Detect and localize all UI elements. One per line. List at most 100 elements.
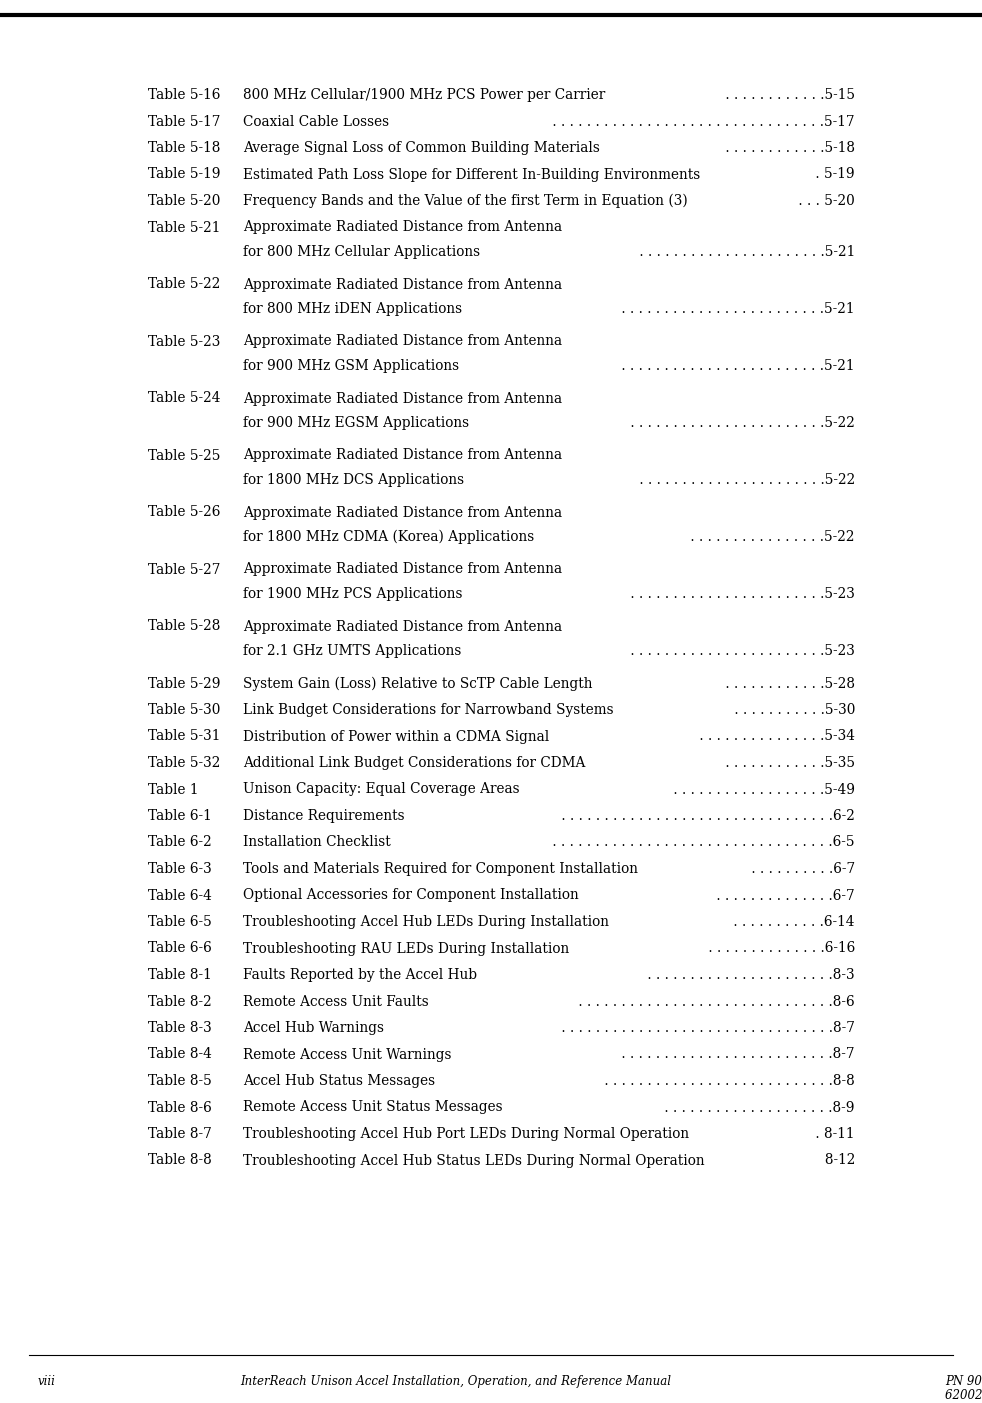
Text: Unison Capacity: Equal Coverage Areas: Unison Capacity: Equal Coverage Areas	[243, 783, 519, 797]
Text: Table 5-26: Table 5-26	[148, 505, 220, 519]
Text: . 8-11: . 8-11	[811, 1127, 855, 1141]
Text: . . . . . . . . . . . .5-18: . . . . . . . . . . . .5-18	[721, 140, 855, 154]
Text: Approximate Radiated Distance from Antenna: Approximate Radiated Distance from Anten…	[243, 449, 562, 463]
Text: Table 5-28: Table 5-28	[148, 620, 220, 634]
Text: Table 8-7: Table 8-7	[148, 1127, 212, 1141]
Text: Remote Access Unit Warnings: Remote Access Unit Warnings	[243, 1048, 452, 1062]
Text: . . . 5-20: . . . 5-20	[794, 194, 855, 208]
Text: Troubleshooting Accel Hub LEDs During Installation: Troubleshooting Accel Hub LEDs During In…	[243, 915, 609, 929]
Text: . . . . . . . . . . . . . . . . . . . . . . .5-23: . . . . . . . . . . . . . . . . . . . . …	[627, 586, 855, 600]
Text: Distance Requirements: Distance Requirements	[243, 810, 405, 824]
Text: Tools and Materials Required for Component Installation: Tools and Materials Required for Compone…	[243, 861, 638, 875]
Text: for 800 MHz Cellular Applications: for 800 MHz Cellular Applications	[243, 246, 480, 260]
Text: Table 8-3: Table 8-3	[148, 1021, 212, 1035]
Text: for 800 MHz iDEN Applications: for 800 MHz iDEN Applications	[243, 302, 463, 316]
Text: Approximate Radiated Distance from Antenna: Approximate Radiated Distance from Anten…	[243, 563, 562, 577]
Text: Table 8-2: Table 8-2	[148, 995, 212, 1009]
Text: . . . . . . . . . . . . . . . . . . . . . . . .5-21: . . . . . . . . . . . . . . . . . . . . …	[618, 302, 855, 316]
Text: 800 MHz Cellular/1900 MHz PCS Power per Carrier: 800 MHz Cellular/1900 MHz PCS Power per …	[243, 88, 605, 102]
Text: . . . . . . . . . . . . . . . . . . . . . . . . . . . . . . . .5-17: . . . . . . . . . . . . . . . . . . . . …	[549, 115, 855, 129]
Text: . . . . . . . . . . . . . . . . . . . . . . . . . . . . . . . . .6-5: . . . . . . . . . . . . . . . . . . . . …	[549, 836, 855, 849]
Text: Table 6-1: Table 6-1	[148, 810, 212, 824]
Text: for 900 MHz EGSM Applications: for 900 MHz EGSM Applications	[243, 415, 469, 429]
Text: Table 5-25: Table 5-25	[148, 449, 220, 463]
Text: Distribution of Power within a CDMA Signal: Distribution of Power within a CDMA Sign…	[243, 730, 549, 744]
Text: Table 6-4: Table 6-4	[148, 888, 212, 902]
Text: System Gain (Loss) Relative to ScTP Cable Length: System Gain (Loss) Relative to ScTP Cabl…	[243, 676, 592, 690]
Text: Coaxial Cable Losses: Coaxial Cable Losses	[243, 115, 389, 129]
Text: Link Budget Considerations for Narrowband Systems: Link Budget Considerations for Narrowban…	[243, 703, 614, 717]
Text: . . . . . . . . . . . . . . . . . . . . . . . . .8-7: . . . . . . . . . . . . . . . . . . . . …	[618, 1048, 855, 1062]
Text: Average Signal Loss of Common Building Materials: Average Signal Loss of Common Building M…	[243, 140, 600, 154]
Text: . . . . . . . . . . . . . . . . . . . . . .8-3: . . . . . . . . . . . . . . . . . . . . …	[643, 968, 855, 982]
Text: 8-12: 8-12	[802, 1153, 855, 1167]
Text: Table 5-18: Table 5-18	[148, 140, 220, 154]
Text: . . . . . . . . . . . . . . . . . . . . . .5-21: . . . . . . . . . . . . . . . . . . . . …	[634, 246, 855, 260]
Text: for 1800 MHz CDMA (Korea) Applications: for 1800 MHz CDMA (Korea) Applications	[243, 530, 534, 544]
Text: Table 5-29: Table 5-29	[148, 676, 221, 690]
Text: . . . . . . . . . . . . . . . . . . . . . . . . . . . . . . . .8-7: . . . . . . . . . . . . . . . . . . . . …	[557, 1021, 855, 1035]
Text: . . . . . . . . . . . .5-15: . . . . . . . . . . . .5-15	[721, 88, 855, 102]
Text: . . . . . . . . . . . . . . . . . . . .8-9: . . . . . . . . . . . . . . . . . . . .8…	[661, 1100, 855, 1114]
Text: Table 5-32: Table 5-32	[148, 756, 220, 770]
Text: Approximate Radiated Distance from Antenna: Approximate Radiated Distance from Anten…	[243, 620, 562, 634]
Text: Estimated Path Loss Slope for Different In-Building Environments: Estimated Path Loss Slope for Different …	[243, 167, 700, 181]
Text: Table 5-17: Table 5-17	[148, 115, 220, 129]
Text: Troubleshooting Accel Hub Port LEDs During Normal Operation: Troubleshooting Accel Hub Port LEDs Duri…	[243, 1127, 689, 1141]
Text: Table 5-27: Table 5-27	[148, 563, 220, 577]
Text: . . . . . . . . . . . .5-28: . . . . . . . . . . . .5-28	[721, 676, 855, 690]
Text: Accel Hub Status Messages: Accel Hub Status Messages	[243, 1075, 435, 1087]
Text: Table 5-20: Table 5-20	[148, 194, 220, 208]
Text: InterReach Unison Accel Installation, Operation, and Reference Manual: InterReach Unison Accel Installation, Op…	[240, 1375, 671, 1388]
Text: . . . . . . . . . . .6-14: . . . . . . . . . . .6-14	[730, 915, 855, 929]
Text: Table 8-8: Table 8-8	[148, 1153, 212, 1167]
Text: Table 5-21: Table 5-21	[148, 220, 220, 234]
Text: . . . . . . . . . . . . . . . . . .5-49: . . . . . . . . . . . . . . . . . .5-49	[669, 783, 855, 797]
Text: Table 5-16: Table 5-16	[148, 88, 220, 102]
Text: for 1800 MHz DCS Applications: for 1800 MHz DCS Applications	[243, 473, 464, 487]
Text: . . . . . . . . . . . . . . . . . . . . . . . . . . . . . . . .6-2: . . . . . . . . . . . . . . . . . . . . …	[557, 810, 855, 824]
Text: . . . . . . . . . . . . . . . . . . . . . . . . . . .8-8: . . . . . . . . . . . . . . . . . . . . …	[600, 1075, 855, 1087]
Text: Frequency Bands and the Value of the first Term in Equation (3): Frequency Bands and the Value of the fir…	[243, 194, 687, 209]
Text: . . . . . . . . . . .5-30: . . . . . . . . . . .5-30	[730, 703, 855, 717]
Text: . 5-19: . 5-19	[811, 167, 855, 181]
Text: . . . . . . . . . .6-7: . . . . . . . . . .6-7	[747, 861, 855, 875]
Text: Optional Accessories for Component Installation: Optional Accessories for Component Insta…	[243, 888, 578, 902]
Text: Approximate Radiated Distance from Antenna: Approximate Radiated Distance from Anten…	[243, 220, 562, 234]
Text: Approximate Radiated Distance from Antenna: Approximate Radiated Distance from Anten…	[243, 334, 562, 348]
Text: . . . . . . . . . . . .5-35: . . . . . . . . . . . .5-35	[721, 756, 855, 770]
Text: Table 5-19: Table 5-19	[148, 167, 221, 181]
Text: . . . . . . . . . . . . . . . . . . . . . . .5-22: . . . . . . . . . . . . . . . . . . . . …	[627, 415, 855, 429]
Text: . . . . . . . . . . . . . . . . . . . . . .5-22: . . . . . . . . . . . . . . . . . . . . …	[634, 473, 855, 487]
Text: . . . . . . . . . . . . . .6-7: . . . . . . . . . . . . . .6-7	[712, 888, 855, 902]
Text: Table 6-6: Table 6-6	[148, 941, 212, 955]
Text: . . . . . . . . . . . . . .6-16: . . . . . . . . . . . . . .6-16	[704, 941, 855, 955]
Text: viii: viii	[38, 1375, 56, 1388]
Text: Remote Access Unit Status Messages: Remote Access Unit Status Messages	[243, 1100, 503, 1114]
Text: Table 8-5: Table 8-5	[148, 1075, 212, 1087]
Text: Table 8-1: Table 8-1	[148, 968, 212, 982]
Text: Accel Hub Warnings: Accel Hub Warnings	[243, 1021, 384, 1035]
Text: Table 5-31: Table 5-31	[148, 730, 220, 744]
Text: . . . . . . . . . . . . . . . . . . . . . . .5-23: . . . . . . . . . . . . . . . . . . . . …	[627, 644, 855, 658]
Text: PN 9000-10: PN 9000-10	[945, 1375, 982, 1388]
Text: Table 6-5: Table 6-5	[148, 915, 212, 929]
Text: for 900 MHz GSM Applications: for 900 MHz GSM Applications	[243, 359, 460, 373]
Text: Installation Checklist: Installation Checklist	[243, 836, 391, 849]
Text: Additional Link Budget Considerations for CDMA: Additional Link Budget Considerations fo…	[243, 756, 585, 770]
Text: Table 5-30: Table 5-30	[148, 703, 220, 717]
Text: Troubleshooting RAU LEDs During Installation: Troubleshooting RAU LEDs During Installa…	[243, 941, 570, 955]
Text: Table 8-4: Table 8-4	[148, 1048, 212, 1062]
Text: . . . . . . . . . . . . . . . . . . . . . . . . . . . . . .8-6: . . . . . . . . . . . . . . . . . . . . …	[574, 995, 855, 1009]
Text: for 2.1 GHz UMTS Applications: for 2.1 GHz UMTS Applications	[243, 644, 462, 658]
Text: 620021-0 Rev. A: 620021-0 Rev. A	[945, 1389, 982, 1402]
Text: Approximate Radiated Distance from Antenna: Approximate Radiated Distance from Anten…	[243, 505, 562, 519]
Text: Table 6-3: Table 6-3	[148, 861, 212, 875]
Text: Approximate Radiated Distance from Antenna: Approximate Radiated Distance from Anten…	[243, 391, 562, 405]
Text: Table 8-6: Table 8-6	[148, 1100, 212, 1114]
Text: Table 1: Table 1	[148, 783, 198, 797]
Text: for 1900 MHz PCS Applications: for 1900 MHz PCS Applications	[243, 586, 463, 600]
Text: Table 6-2: Table 6-2	[148, 836, 212, 849]
Text: Table 5-24: Table 5-24	[148, 391, 221, 405]
Text: Table 5-22: Table 5-22	[148, 278, 220, 292]
